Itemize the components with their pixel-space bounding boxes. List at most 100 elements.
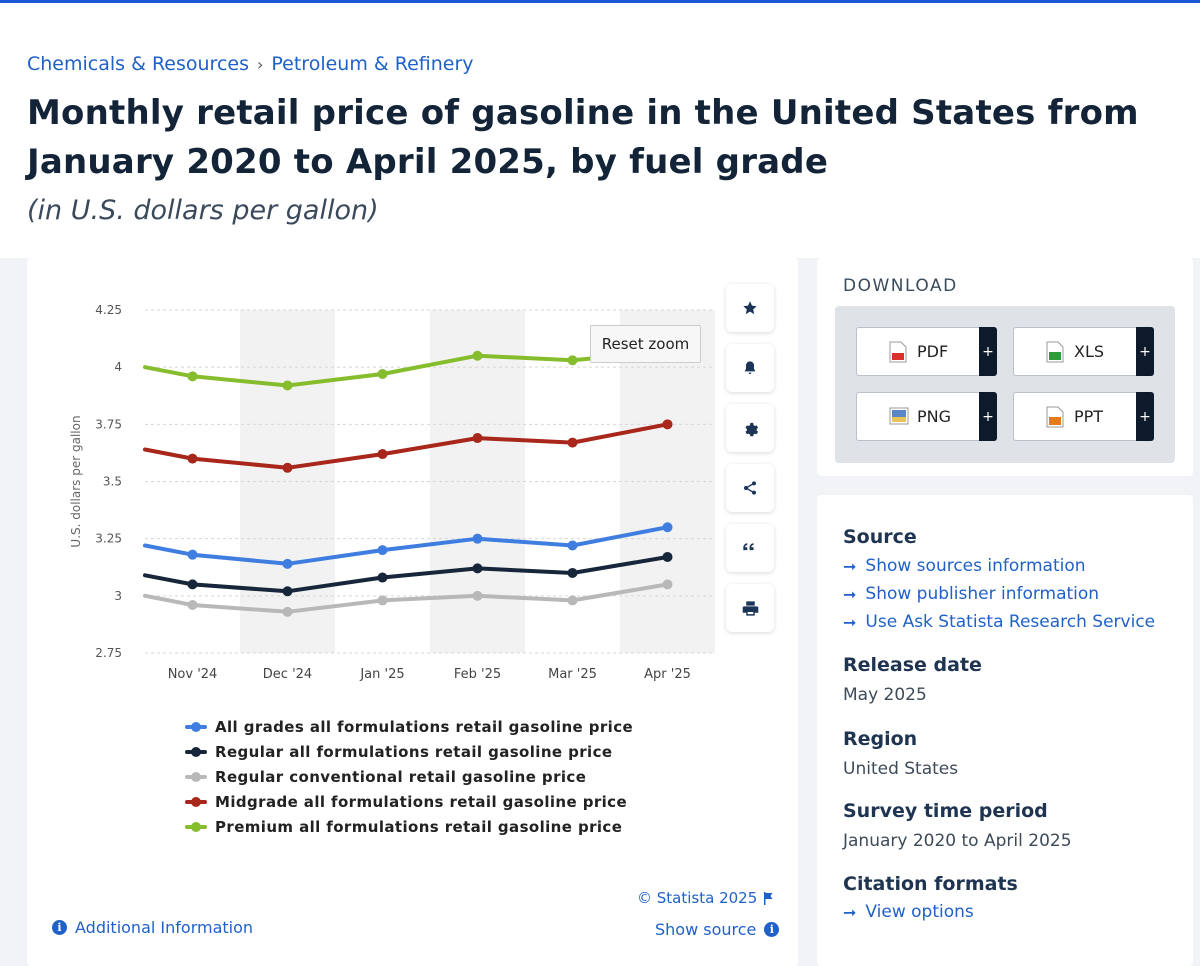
legend-item[interactable]: Premium all formulations retail gasoline… bbox=[185, 814, 633, 839]
additional-information-label: Additional Information bbox=[75, 918, 254, 937]
y-tick-label: 3.25 bbox=[95, 532, 122, 546]
chart-card: 4.25 4 3.75 3.5 3.25 3 2.75 Nov '24 Dec '24 Jan '… bbox=[27, 258, 798, 966]
download-ppt-label: PPT bbox=[1074, 407, 1104, 426]
download-png-button[interactable]: PNG + bbox=[856, 392, 997, 441]
source-heading: Source bbox=[843, 526, 917, 548]
data-point bbox=[662, 579, 673, 590]
pdf-icon bbox=[889, 341, 909, 363]
series-line bbox=[143, 555, 670, 594]
pdf-plus-button[interactable]: + bbox=[979, 327, 997, 376]
page-subtitle: (in U.S. dollars per gallon) bbox=[27, 195, 379, 226]
credit-text: © Statista 2025 bbox=[637, 889, 758, 907]
data-point bbox=[567, 437, 578, 448]
x-tick-label: Dec '24 bbox=[263, 667, 312, 682]
region-heading: Region bbox=[843, 728, 918, 750]
breadcrumb: Chemicals & Resources › Petroleum & Refi… bbox=[27, 53, 474, 75]
legend-item[interactable]: Midgrade all formulations retail gasolin… bbox=[185, 789, 633, 814]
download-png-label: PNG bbox=[917, 407, 952, 426]
legend-label: Midgrade all formulations retail gasolin… bbox=[215, 792, 628, 811]
data-point bbox=[187, 579, 198, 590]
png-plus-button[interactable]: + bbox=[979, 392, 997, 441]
legend-swatch bbox=[185, 796, 207, 807]
data-point bbox=[282, 558, 293, 569]
show-sources-label: Show sources information bbox=[865, 556, 1086, 576]
gear-icon bbox=[744, 422, 758, 436]
x-tick-label: Jan '25 bbox=[359, 667, 404, 682]
settings-button[interactable] bbox=[726, 404, 774, 452]
alert-button[interactable] bbox=[726, 344, 774, 392]
print-icon bbox=[742, 600, 758, 616]
data-point bbox=[187, 599, 198, 610]
favorite-button[interactable] bbox=[726, 284, 774, 332]
ask-statista-label: Use Ask Statista Research Service bbox=[865, 612, 1156, 632]
print-button[interactable] bbox=[726, 584, 774, 632]
ask-statista-link[interactable]: ➞ Use Ask Statista Research Service bbox=[843, 612, 1155, 632]
legend-swatch bbox=[185, 821, 207, 832]
star-icon bbox=[743, 301, 757, 315]
data-point bbox=[377, 545, 388, 556]
x-tick-label: Nov '24 bbox=[168, 667, 218, 682]
ppt-plus-button[interactable]: + bbox=[1136, 392, 1154, 441]
region-value: United States bbox=[843, 759, 959, 779]
share-icon bbox=[744, 481, 756, 495]
show-publisher-label: Show publisher information bbox=[865, 584, 1100, 604]
line-chart[interactable]: 4.25 4 3.75 3.5 3.25 3 2.75 Nov '24 Dec '24 Jan '… bbox=[27, 258, 727, 698]
legend-swatch bbox=[185, 771, 207, 782]
breadcrumb-chemicals[interactable]: Chemicals & Resources bbox=[27, 53, 249, 75]
breadcrumb-petroleum[interactable]: Petroleum & Refinery bbox=[271, 53, 474, 75]
data-point bbox=[567, 540, 578, 551]
info-icon: i bbox=[52, 920, 67, 935]
cite-button[interactable] bbox=[726, 524, 774, 572]
survey-period-heading: Survey time period bbox=[843, 800, 1048, 822]
data-point bbox=[187, 549, 198, 560]
download-card: DOWNLOAD PDF + XLS + PNG + PPT + bbox=[817, 258, 1193, 476]
show-publisher-link[interactable]: ➞ Show publisher information bbox=[843, 584, 1099, 604]
download-xls-button[interactable]: XLS + bbox=[1013, 327, 1154, 376]
xls-plus-button[interactable]: + bbox=[1136, 327, 1154, 376]
xls-icon bbox=[1046, 341, 1066, 363]
statista-credit[interactable]: © Statista 2025 bbox=[637, 889, 775, 907]
release-date-value: May 2025 bbox=[843, 685, 927, 705]
download-panel: PDF + XLS + PNG + PPT + bbox=[835, 306, 1175, 463]
data-point bbox=[472, 350, 483, 361]
show-source-link[interactable]: Show source i bbox=[655, 920, 780, 939]
flag-icon bbox=[764, 891, 773, 905]
data-point bbox=[472, 533, 483, 544]
data-point bbox=[567, 567, 578, 578]
legend-swatch bbox=[185, 721, 207, 732]
citation-heading: Citation formats bbox=[843, 873, 1018, 895]
legend-item[interactable]: All grades all formulations retail gasol… bbox=[185, 714, 633, 739]
legend-item[interactable]: Regular conventional retail gasoline pri… bbox=[185, 764, 633, 789]
y-axis-title: U.S. dollars per gallon bbox=[69, 415, 83, 547]
data-point bbox=[282, 586, 293, 597]
page-header: Chemicals & Resources › Petroleum & Refi… bbox=[0, 3, 1200, 258]
download-xls-label: XLS bbox=[1074, 342, 1105, 361]
data-point bbox=[662, 419, 673, 430]
chart-legend: All grades all formulations retail gasol… bbox=[185, 714, 633, 839]
data-point bbox=[377, 449, 388, 460]
legend-label: Regular conventional retail gasoline pri… bbox=[215, 767, 587, 786]
show-source-label: Show source bbox=[655, 920, 757, 939]
series-line bbox=[143, 422, 670, 470]
data-point bbox=[187, 453, 198, 464]
show-sources-link[interactable]: ➞ Show sources information bbox=[843, 556, 1086, 576]
download-ppt-button[interactable]: PPT + bbox=[1013, 392, 1154, 441]
breadcrumb-separator: › bbox=[256, 54, 264, 74]
legend-item[interactable]: Regular all formulations retail gasoline… bbox=[185, 739, 633, 764]
page-title: Monthly retail price of gasoline in the … bbox=[27, 93, 1139, 182]
share-button[interactable] bbox=[726, 464, 774, 512]
data-point bbox=[377, 572, 388, 583]
download-pdf-label: PDF bbox=[917, 342, 949, 361]
data-point bbox=[567, 355, 578, 366]
view-options-link[interactable]: ➞ View options bbox=[843, 902, 974, 922]
x-tick-label: Apr '25 bbox=[644, 667, 691, 682]
data-point bbox=[377, 369, 388, 380]
arrow-right-icon: ➞ bbox=[843, 612, 857, 632]
release-date-heading: Release date bbox=[843, 654, 982, 676]
y-tick-label: 2.75 bbox=[95, 646, 122, 660]
additional-information-link[interactable]: i Additional Information bbox=[52, 918, 253, 937]
reset-zoom-button[interactable]: Reset zoom bbox=[590, 325, 701, 363]
download-pdf-button[interactable]: PDF + bbox=[856, 327, 997, 376]
bell-icon bbox=[744, 361, 756, 374]
survey-period-value: January 2020 to April 2025 bbox=[843, 831, 1072, 851]
